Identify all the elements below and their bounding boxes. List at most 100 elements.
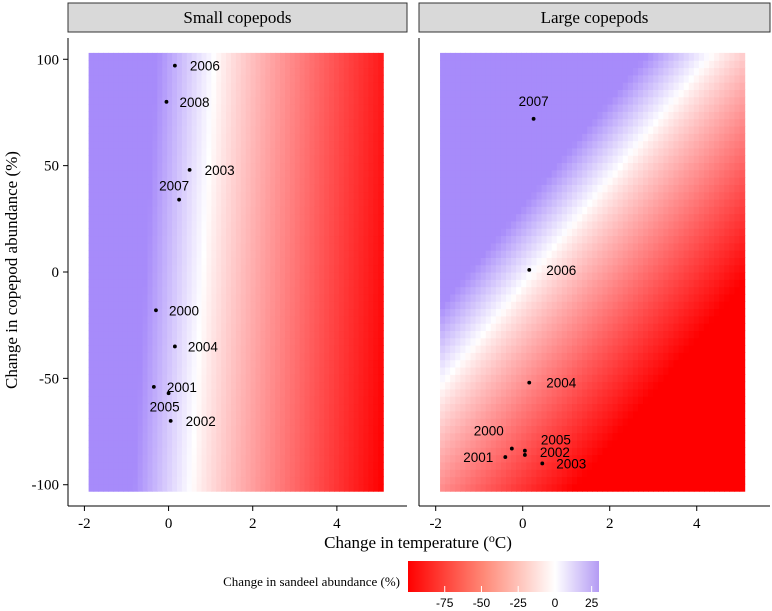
- heatmap-cell: [142, 235, 149, 244]
- heatmap-cell: [167, 220, 173, 229]
- heatmap-cell: [516, 301, 522, 310]
- heatmap-cell: [186, 279, 193, 288]
- heatmap-cell: [368, 439, 374, 448]
- heatmap-cell: [113, 293, 119, 302]
- heatmap-cell: [475, 96, 482, 105]
- heatmap-cell: [475, 67, 482, 76]
- heatmap-cell: [319, 220, 325, 229]
- heatmap-cell: [480, 315, 487, 324]
- heatmap-cell: [93, 483, 100, 492]
- heatmap-cell: [299, 257, 306, 266]
- heatmap-cell: [284, 447, 291, 456]
- heatmap-cell: [240, 60, 247, 69]
- heatmap-cell: [230, 301, 237, 310]
- heatmap-cell: [127, 272, 134, 280]
- heatmap-cell: [162, 206, 168, 215]
- heatmap-cell: [250, 308, 257, 317]
- heatmap-cell: [127, 198, 134, 207]
- heatmap-cell: [191, 374, 198, 383]
- heatmap-cell: [196, 323, 203, 332]
- heatmap-cell: [536, 220, 543, 229]
- heatmap-cell: [98, 67, 104, 76]
- heatmap-cell: [299, 118, 306, 127]
- heatmap-cell: [284, 184, 291, 193]
- heatmap-cell: [216, 111, 222, 120]
- heatmap-cell: [265, 60, 271, 69]
- heatmap-cell: [531, 228, 538, 237]
- heatmap-cell: [260, 206, 266, 215]
- heatmap-cell: [186, 242, 193, 251]
- heatmap-cell: [122, 454, 129, 463]
- heatmap-cell: [378, 96, 384, 105]
- heatmap-cell: [319, 60, 325, 69]
- heatmap-cell: [465, 96, 472, 105]
- heatmap-cell: [546, 125, 553, 134]
- heatmap-cell: [103, 381, 109, 390]
- heatmap-cell: [137, 272, 144, 280]
- heatmap-cell: [108, 250, 114, 258]
- heatmap-cell: [353, 198, 360, 207]
- y-tick-label: -100: [32, 478, 60, 494]
- heatmap-cell: [358, 177, 365, 185]
- heatmap-cell: [460, 301, 467, 310]
- heatmap-cell: [455, 301, 461, 310]
- heatmap-cell: [98, 220, 104, 229]
- heatmap-cell: [216, 454, 222, 463]
- heatmap-cell: [108, 330, 114, 339]
- heatmap-cell: [511, 250, 517, 258]
- heatmap-cell: [324, 337, 330, 346]
- heatmap-cell: [152, 184, 158, 193]
- heatmap-cell: [147, 418, 154, 426]
- heatmap-cell: [181, 483, 188, 492]
- heatmap-cell: [245, 82, 252, 91]
- heatmap-cell: [475, 447, 482, 456]
- heatmap-cell: [176, 483, 183, 492]
- heatmap-cell: [343, 286, 350, 295]
- heatmap-cell: [294, 352, 301, 361]
- heatmap-cell: [378, 264, 384, 273]
- heatmap-cell: [475, 483, 482, 492]
- year-label-2003: 2003: [205, 163, 235, 178]
- heatmap-cell: [450, 476, 456, 485]
- heatmap-cell: [319, 469, 325, 478]
- heatmap-cell: [531, 118, 538, 127]
- heatmap-cell: [142, 345, 149, 353]
- heatmap-cell: [196, 133, 203, 142]
- heatmap-cell: [450, 432, 456, 441]
- heatmap-cell: [516, 366, 522, 375]
- heatmap-cell: [221, 410, 227, 419]
- heatmap-cell: [460, 461, 467, 470]
- heatmap-cell: [260, 133, 266, 142]
- heatmap-cell: [216, 147, 222, 156]
- heatmap-cell: [196, 359, 203, 368]
- heatmap-cell: [201, 301, 208, 310]
- heatmap-cell: [132, 425, 139, 434]
- heatmap-cell: [191, 104, 198, 112]
- heatmap-cell: [137, 198, 144, 207]
- heatmap-cell: [196, 118, 203, 127]
- heatmap-cell: [546, 206, 553, 215]
- heatmap-cell: [265, 169, 271, 178]
- heatmap-cell: [162, 432, 168, 441]
- heatmap-cell: [440, 308, 446, 317]
- heatmap-cell: [309, 198, 316, 207]
- heatmap-cell: [167, 301, 173, 310]
- heatmap-cell: [294, 74, 301, 83]
- heatmap-cell: [137, 447, 144, 456]
- heatmap-cell: [363, 147, 370, 156]
- heatmap-cell: [294, 242, 301, 251]
- heatmap-cell: [531, 184, 538, 193]
- heatmap-cell: [245, 104, 252, 112]
- heatmap-cell: [541, 104, 548, 112]
- heatmap-cell: [265, 155, 271, 164]
- heatmap-cell: [294, 162, 301, 171]
- heatmap-cell: [113, 381, 119, 390]
- heatmap-cell: [265, 337, 271, 346]
- heatmap-cell: [338, 133, 345, 142]
- heatmap-cell: [526, 242, 533, 251]
- heatmap-cell: [181, 60, 188, 69]
- heatmap-cell: [314, 366, 320, 375]
- heatmap-cell: [314, 184, 320, 193]
- heatmap-cell: [122, 96, 129, 105]
- heatmap-cell: [368, 264, 374, 273]
